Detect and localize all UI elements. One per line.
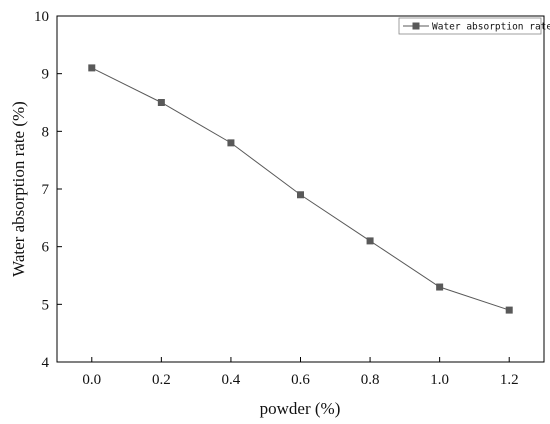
- plot-frame: [56, 15, 545, 363]
- x-tick-label: 1.2: [500, 372, 519, 388]
- x-tick-label: 0.8: [361, 372, 380, 388]
- y-tick-label: 4: [42, 355, 50, 371]
- data-series: [88, 64, 513, 314]
- series-line: [91, 67, 510, 311]
- legend-box: [398, 17, 542, 35]
- y-tick-label: 9: [42, 67, 50, 83]
- data-point: [366, 237, 374, 245]
- data-point: [505, 306, 513, 314]
- x-tick-label: 1.0: [430, 372, 449, 388]
- y-tick-label: 6: [42, 240, 50, 256]
- data-point: [227, 139, 235, 147]
- x-tick-label: 0.2: [152, 372, 171, 388]
- x-tick-label: 0.0: [82, 372, 101, 388]
- x-axis: 0.0 0.2 0.4 0.6 0.8 1.0 1.2: [82, 357, 519, 388]
- legend-label: Water absorption rate: [432, 22, 550, 33]
- y-axis: 4 5 6 7 8 9 10: [34, 9, 62, 371]
- x-tick-label: 0.4: [222, 372, 241, 388]
- y-axis-title: Water absorption rate (%): [9, 101, 28, 277]
- x-tick-label: 0.6: [291, 372, 310, 388]
- legend-marker: [412, 22, 420, 30]
- legend: Water absorption rate: [398, 17, 550, 35]
- x-axis-title: powder (%): [260, 399, 341, 418]
- data-point: [88, 64, 96, 72]
- y-tick-label: 7: [42, 182, 50, 198]
- y-tick-label: 10: [34, 9, 49, 25]
- y-tick-label: 8: [42, 124, 50, 140]
- data-point: [297, 191, 304, 199]
- data-point: [436, 283, 444, 291]
- y-tick-label: 5: [42, 297, 50, 313]
- data-point: [157, 99, 165, 106]
